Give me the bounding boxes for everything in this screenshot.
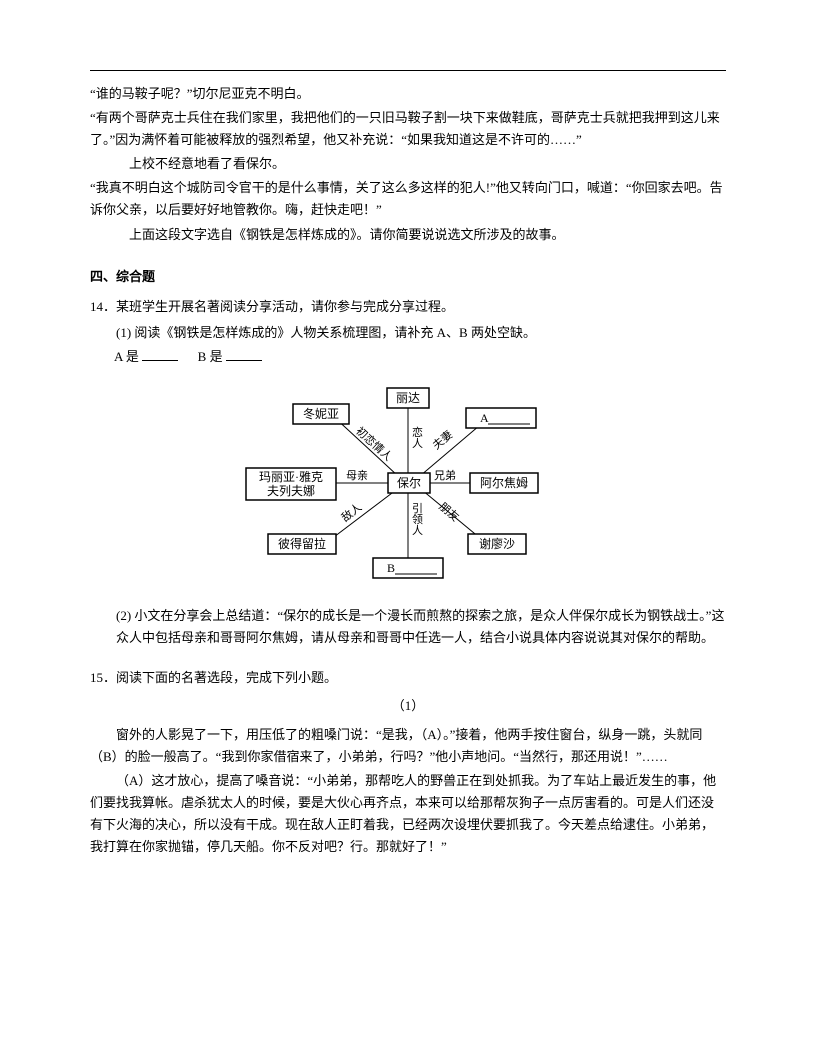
node-center: 保尔: [397, 475, 421, 490]
edge-label-top: 恋人: [412, 425, 423, 450]
q14-stem: 14．某班学生开展名著阅读分享活动，请你参与完成分享过程。: [90, 296, 726, 318]
blank-a[interactable]: [142, 347, 178, 361]
edge-topleft: [333, 416, 398, 476]
node-bottom-box: [373, 558, 443, 578]
q14-a-label: A 是: [114, 349, 139, 364]
question-14: 14．某班学生开展名著阅读分享活动，请你参与完成分享过程。 (1) 阅读《钢铁是…: [90, 296, 726, 650]
node-bottom-label: B: [387, 561, 395, 575]
q14-part1-fill: A 是 B 是: [114, 346, 726, 368]
q15-p1: 窗外的人影晃了一下，用压低了的粗嗓门说：“是我，（A）。”接着，他两手按住窗台，…: [90, 724, 726, 768]
edge-label-botleft: 敌人: [338, 500, 364, 525]
node-left-l2: 夫列夫娜: [267, 484, 315, 498]
edge-label-topright: 夫妻: [430, 428, 455, 452]
edge-label-right: 兄弟: [434, 469, 456, 482]
q15-passage: 窗外的人影晃了一下，用压低了的粗嗓门说：“是我，（A）。”接着，他两手按住窗台，…: [90, 724, 726, 859]
q14-part1: (1) 阅读《钢铁是怎样炼成的》人物关系梳理图，请补充 A、B 两处空缺。: [116, 322, 726, 344]
node-topleft: 冬妮亚: [303, 406, 339, 421]
q14-part2: (2) 小文在分享会上总结道：“保尔的成长是一个漫长而煎熬的探索之旅，是众人伴保…: [116, 605, 726, 649]
edge-label-topleft: 初恋情人: [353, 424, 395, 464]
diagram-svg: 恋人 初恋情人 夫妻 母亲 兄弟 敌人 引领人 朋友 保尔 丽达 冬妮亚: [238, 378, 578, 588]
edge-label-left: 母亲: [346, 468, 368, 482]
blank-b[interactable]: [226, 347, 262, 361]
q15-subnum-1: （1）: [90, 695, 726, 717]
section-4-title: 四、综合题: [90, 266, 726, 288]
node-topright-box: [466, 408, 536, 428]
q15-p2: （A）这才放心，提高了嗓音说：“小弟弟，那帮吃人的野兽正在到处抓我。为了车站上最…: [90, 770, 726, 858]
node-top: 丽达: [396, 391, 420, 405]
node-topright-label: A: [480, 411, 489, 425]
top-rule: [90, 70, 726, 71]
dialogue-line-2: “有两个哥萨克士兵住在我们家里，我把他们的一只旧马鞍子割一块下来做鞋底，哥萨克士…: [90, 107, 726, 151]
dialogue-block: “谁的马鞍子呢？”切尔尼亚克不明白。 “有两个哥萨克士兵住在我们家里，我把他们的…: [90, 83, 726, 246]
relationship-diagram: 恋人 初恋情人 夫妻 母亲 兄弟 敌人 引领人 朋友 保尔 丽达 冬妮亚: [238, 378, 578, 595]
q14-b-label: B 是: [198, 349, 223, 364]
node-botleft: 彼得留拉: [278, 536, 326, 551]
node-left-l1: 玛丽亚·雅克: [259, 469, 323, 484]
edge-label-bottom: 引领人: [412, 501, 423, 537]
dialogue-line-1: “谁的马鞍子呢？”切尔尼亚克不明白。: [90, 83, 726, 105]
q15-stem: 15．阅读下面的名著选段，完成下列小题。: [90, 667, 726, 689]
node-botright: 谢廖沙: [479, 536, 515, 551]
dialogue-line-3: 上校不经意地看了看保尔。: [90, 153, 726, 175]
question-15: 15．阅读下面的名著选段，完成下列小题。 （1） 窗外的人影晃了一下，用压低了的…: [90, 667, 726, 858]
node-right: 阿尔焦姆: [480, 475, 528, 490]
dialogue-line-5: 上面这段文字选自《钢铁是怎样炼成的》。请你简要说说选文所涉及的故事。: [90, 224, 726, 246]
dialogue-line-4: “我真不明白这个城防司令官干的是什么事情，关了这么多这样的犯人!”他又转向门口，…: [90, 177, 726, 221]
